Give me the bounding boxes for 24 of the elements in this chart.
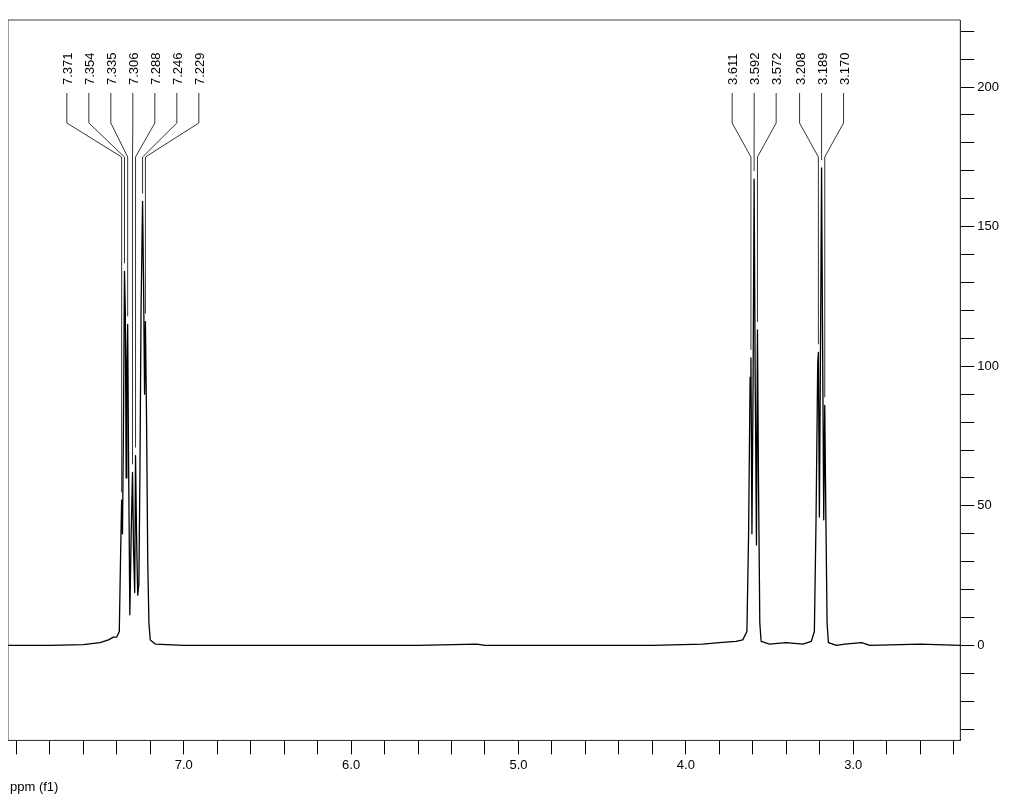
annotation: 3.592 xyxy=(747,52,763,85)
annotation: 3.611 xyxy=(725,53,741,85)
y-tick-label: 200 xyxy=(977,78,1000,94)
annotation: 7.229 xyxy=(191,52,207,85)
x-axis-title: ppm (f1) xyxy=(10,779,59,795)
annotation: 3.208 xyxy=(792,52,808,85)
y-tick-label: 150 xyxy=(977,218,1000,234)
annotation: 3.189 xyxy=(814,52,830,85)
annotation: 3.572 xyxy=(769,52,785,85)
y-tick-label: 0 xyxy=(977,637,985,653)
x-tick-label: 3.0 xyxy=(844,756,863,772)
annotation: 7.371 xyxy=(59,52,75,85)
annotation: 7.288 xyxy=(147,52,163,85)
x-tick-label: 6.0 xyxy=(342,756,361,772)
annotation: 7.335 xyxy=(103,52,119,85)
annotation: 7.354 xyxy=(81,52,97,85)
y-tick-label: 100 xyxy=(977,357,1000,373)
y-tick-label: 50 xyxy=(977,497,992,513)
x-tick-label: 4.0 xyxy=(676,756,695,772)
x-tick-label: 7.0 xyxy=(174,756,193,772)
annotation: 7.246 xyxy=(169,52,185,85)
x-tick-label: 5.0 xyxy=(509,756,528,772)
annotation: 3.170 xyxy=(836,52,852,85)
annotation: 7.306 xyxy=(125,52,141,85)
